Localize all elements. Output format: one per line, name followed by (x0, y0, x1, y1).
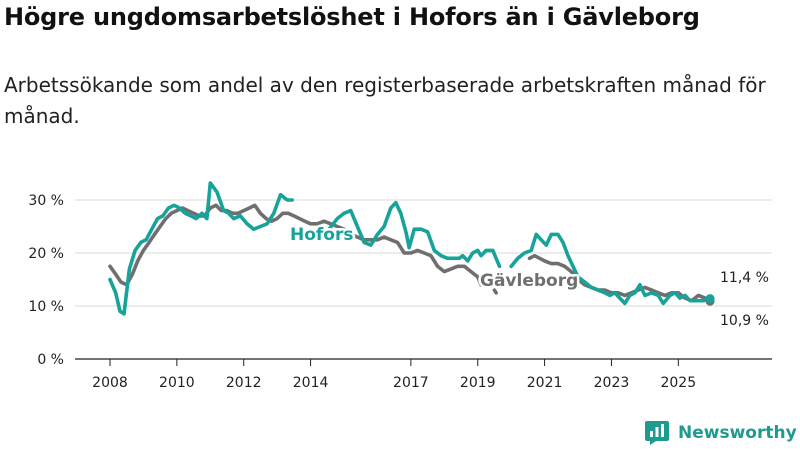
y-tick-label: 20 % (28, 246, 64, 262)
x-tick-label: 2014 (293, 375, 329, 391)
series-line-hofors (509, 232, 712, 306)
chart-title: Högre ungdomsarbetslöshet i Hofors än i … (4, 3, 700, 31)
series-line-gavleborg (527, 253, 712, 303)
x-tick-label: 2012 (226, 375, 262, 391)
series-line-hofors (108, 181, 294, 316)
y-tick-label: 0 % (37, 352, 64, 368)
x-tick-label: 2019 (460, 375, 496, 391)
x-tick-label: 2017 (393, 375, 429, 391)
end-value-label-hofors: 11,4 % (720, 270, 769, 286)
chart-subtitle: Arbetssökande som andel av den registerb… (4, 73, 766, 128)
end-point-hofors (705, 294, 715, 304)
series-label-hofors: Hofors (290, 225, 353, 245)
end-value-label-gavleborg: 10,9 % (720, 313, 769, 329)
x-tick-label: 2021 (527, 375, 563, 391)
axes: 0 % 10 % 20 % 30 % 2008 2010 2012 2014 2017 2019 2… (28, 193, 772, 391)
y-tick-label: 30 % (28, 193, 64, 209)
series-label-gavleborg: Gävleborg (480, 271, 578, 291)
series-line-hofors (327, 200, 502, 269)
series-line-gavleborg (108, 203, 483, 287)
x-tick-label: 2008 (92, 375, 128, 391)
brand-name: Newsworthy (678, 423, 797, 443)
newsworthy-logo-icon (645, 421, 669, 445)
x-tick-label: 2023 (594, 375, 630, 391)
series-lines (108, 181, 715, 316)
brand-logo: Newsworthy (644, 420, 797, 446)
series-line-gavleborg (492, 288, 498, 295)
y-tick-label: 10 % (28, 299, 64, 315)
x-tick-label: 2025 (660, 375, 696, 391)
x-tick-label: 2010 (159, 375, 195, 391)
chart-labels: Hofors Gävleborg 11,4 % 10,9 % (288, 223, 769, 330)
